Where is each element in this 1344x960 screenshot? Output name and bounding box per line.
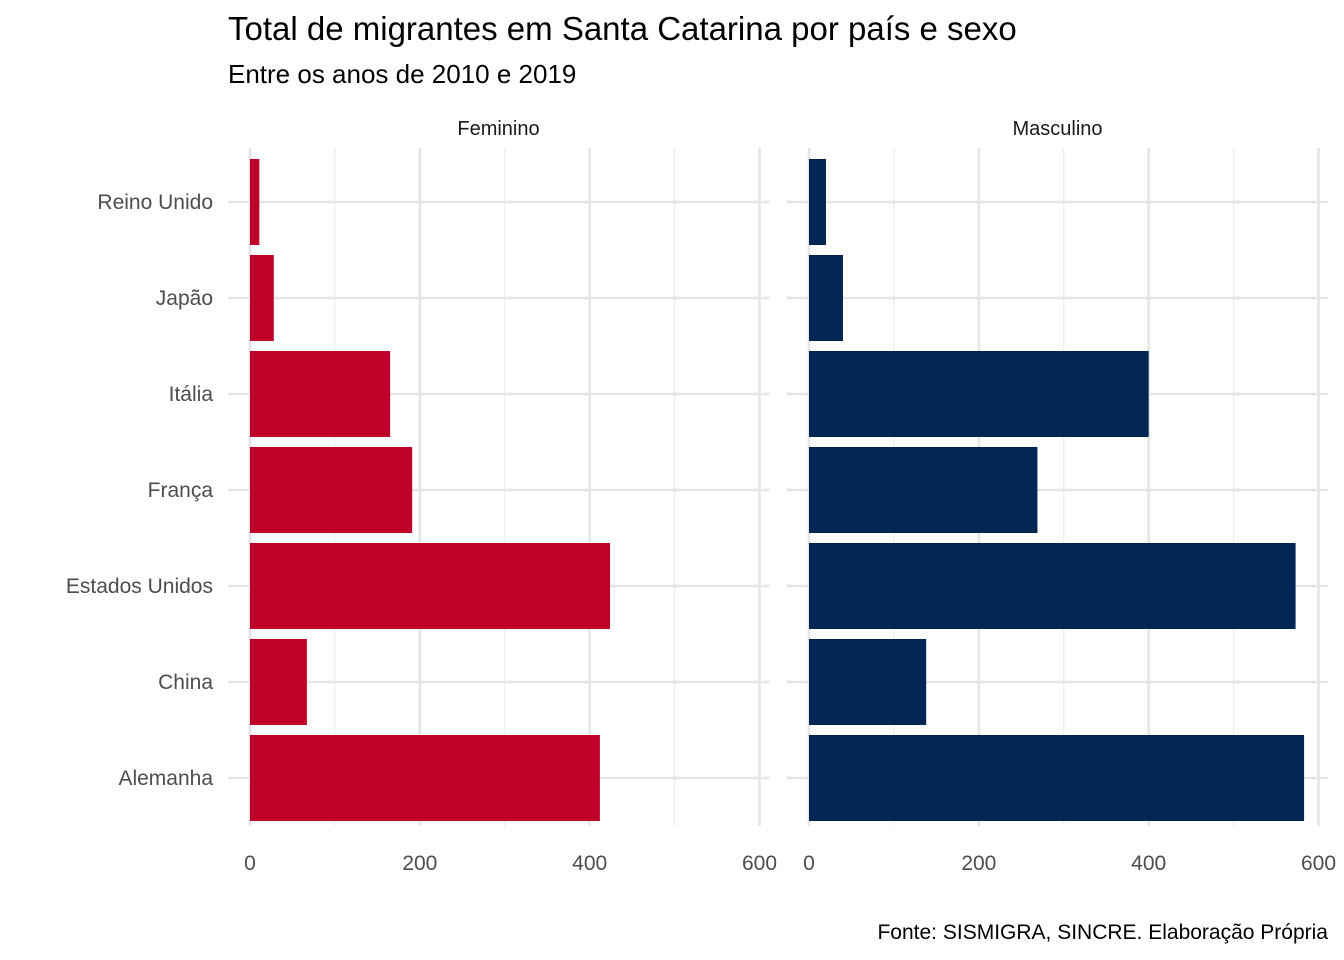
bar-masculino-alemanha [809,735,1305,821]
y-tick-label: Alemanha [118,767,213,790]
x-tick-label: 0 [803,852,815,875]
chart-caption: Fonte: SISMIGRA, SINCRE. Elaboração Próp… [877,921,1328,944]
y-tick-label: China [158,671,213,694]
chart-subtitle: Entre os anos de 2010 e 2019 [228,59,576,89]
y-tick-label: França [148,479,214,502]
bar-feminino-frança [250,447,413,533]
facet-panel-masculino: Masculino 0 200 400 600 [787,118,1336,875]
x-tick-label: 600 [742,852,777,875]
bar-feminino-alemanha [250,735,600,821]
bar-masculino-china [809,639,927,725]
facet-panel-feminino: Feminino 0 200 400 600 [228,118,777,875]
x-tick-label: 200 [961,852,996,875]
y-tick-label: Estados Unidos [66,575,213,598]
x-tick-label: 400 [1131,852,1166,875]
bar-feminino-china [250,639,307,725]
bar-masculino-reino-unido [809,159,826,245]
x-tick-label: 600 [1301,852,1336,875]
bar-feminino-estados-unidos [250,543,611,629]
x-tick-label: 400 [572,852,607,875]
bar-masculino-estados-unidos [809,543,1296,629]
x-tick-label: 0 [244,852,256,875]
bar-feminino-reino-unido [250,159,260,245]
facet-label: Masculino [1012,118,1102,140]
x-tick-label: 200 [402,852,437,875]
facet-label: Feminino [457,118,539,140]
bar-masculino-japão [809,255,843,341]
bar-masculino-frança [809,447,1038,533]
y-tick-label: Japão [156,287,213,310]
facet-panels: Feminino 0 200 400 600 Masculino 0 200 400 600 Ale… [66,118,1336,875]
y-tick-label: Itália [169,383,214,406]
bar-masculino-itália [809,351,1149,437]
chart-title: Total de migrantes em Santa Catarina por… [228,10,1017,47]
bar-feminino-japão [250,255,274,341]
bar-feminino-itália [250,351,391,437]
y-tick-label: Reino Unido [97,191,213,214]
